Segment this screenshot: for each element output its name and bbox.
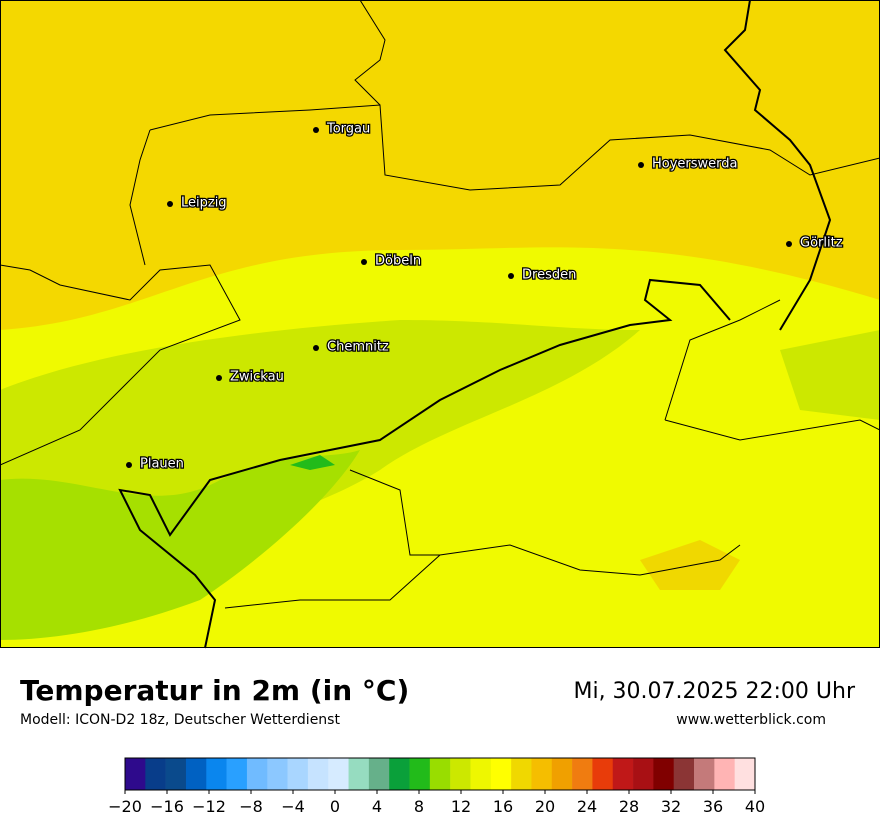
color-swatch xyxy=(226,758,248,790)
colorbar-tick-label: −12 xyxy=(192,797,226,816)
color-swatch xyxy=(592,758,614,790)
colorbar-tick-label: 32 xyxy=(661,797,681,816)
color-swatch xyxy=(287,758,309,790)
colorbar-tick-label: −20 xyxy=(108,797,142,816)
cold-spot xyxy=(290,455,335,470)
city-dot xyxy=(638,162,644,168)
colorbar-tick-label: −8 xyxy=(239,797,263,816)
color-swatch xyxy=(450,758,471,790)
color-swatch xyxy=(470,758,492,790)
color-swatch xyxy=(206,758,227,790)
color-swatch xyxy=(185,758,207,790)
city-dot xyxy=(508,273,514,279)
city-dot xyxy=(313,345,319,351)
city-label: Plauen xyxy=(140,457,184,472)
colorbar-tick-label: 0 xyxy=(330,797,340,816)
city-label: Döbeln xyxy=(375,254,421,269)
color-swatch xyxy=(246,758,268,790)
color-swatch xyxy=(145,758,166,790)
color-swatch xyxy=(368,758,390,790)
city-label: Leipzig xyxy=(181,196,227,211)
subtitle: Modell: ICON-D2 18z, Deutscher Wetterdie… xyxy=(20,712,340,728)
colorbar-tick-label: 16 xyxy=(493,797,513,816)
cool-zone xyxy=(0,450,360,640)
color-swatch xyxy=(307,758,329,790)
color-swatch xyxy=(633,758,654,790)
colorbar-tick-label: 36 xyxy=(703,797,723,816)
city-label: Hoyerswerda xyxy=(652,157,738,172)
date: Mi, 30.07.2025 22:00 Uhr xyxy=(573,679,855,704)
district-border xyxy=(0,0,880,609)
color-swatch xyxy=(348,758,370,790)
city-dot xyxy=(216,375,222,381)
color-swatch xyxy=(714,758,735,790)
colorbar-frame xyxy=(124,757,756,791)
color-swatch xyxy=(429,758,451,790)
colorbar-tick-label: 40 xyxy=(745,797,765,816)
colorbar-tick-label: −4 xyxy=(281,797,305,816)
color-swatch xyxy=(389,758,410,790)
color-swatch xyxy=(490,758,512,790)
city-label: Zwickau xyxy=(230,370,284,385)
city-label: Görlitz xyxy=(800,236,843,251)
state-border xyxy=(118,0,832,649)
color-swatch xyxy=(551,758,573,790)
city-dot xyxy=(167,201,173,207)
colorbar-tick-label: 8 xyxy=(414,797,424,816)
city-label: Chemnitz xyxy=(327,340,389,355)
website: www.wetterblick.com xyxy=(676,712,826,728)
color-swatch xyxy=(653,758,675,790)
colorbar-tick-label: 28 xyxy=(619,797,639,816)
color-swatch xyxy=(572,758,593,790)
color-swatch xyxy=(734,758,756,790)
map: Torgau Leipzig Hoyerswerda Görlitz Döbel… xyxy=(0,0,880,649)
city-dot xyxy=(786,241,792,247)
color-swatch xyxy=(409,758,431,790)
color-swatch xyxy=(531,758,553,790)
colorbar-tick-label: 12 xyxy=(451,797,471,816)
color-swatch xyxy=(511,758,532,790)
color-swatch xyxy=(125,758,146,790)
title: Temperatur in 2m (in °C) xyxy=(20,674,409,707)
colorbar-tick-label: 20 xyxy=(535,797,555,816)
city-label: Dresden xyxy=(522,268,576,283)
color-swatch xyxy=(165,758,187,790)
city-label: Torgau xyxy=(326,122,370,137)
colorbar: −20 −16 −12 −8 −4 0 4 8 12 16 20 24 28 32 36 40 xyxy=(108,757,765,816)
color-swatch xyxy=(328,758,349,790)
city-dot xyxy=(313,127,319,133)
warm-spot xyxy=(640,540,740,590)
color-swatch xyxy=(673,758,695,790)
city-dot xyxy=(361,259,367,265)
colorbar-tick-label: −16 xyxy=(150,797,184,816)
colorbar-tick-label: 24 xyxy=(577,797,597,816)
green-zone-east xyxy=(780,330,880,420)
color-swatch xyxy=(267,758,288,790)
city-dot xyxy=(126,462,132,468)
colorbar-tick-label: 4 xyxy=(372,797,382,816)
city-labels: Torgau Leipzig Hoyerswerda Görlitz Döbel… xyxy=(126,120,844,473)
color-swatch xyxy=(694,758,715,790)
color-swatch xyxy=(612,758,634,790)
